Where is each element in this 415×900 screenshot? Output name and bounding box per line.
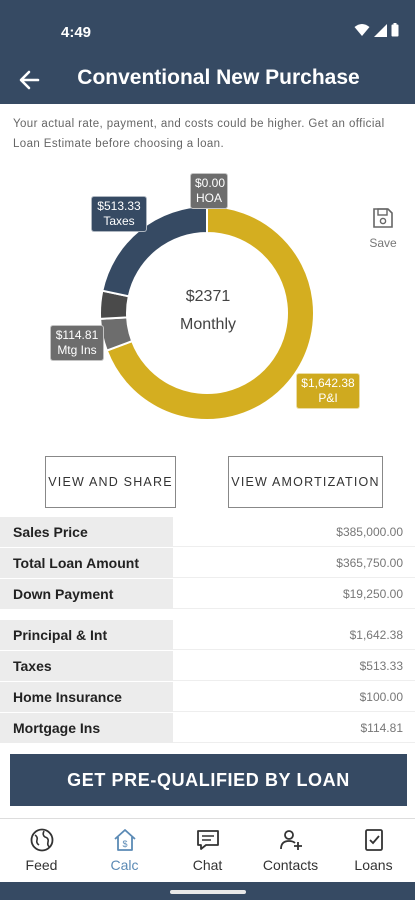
monthly-total: $2371 — [185, 288, 231, 305]
taxes-tag-value: $513.33 — [97, 199, 141, 213]
hoa-tag-name: HOA — [195, 191, 222, 205]
status-time: 4:49 — [61, 24, 92, 41]
nav-label: Contacts — [262, 857, 319, 873]
table-row: Home Insurance $100.00 — [0, 682, 415, 713]
row-value: $365,750.00 — [173, 548, 415, 578]
row-label: Home Insurance — [0, 682, 173, 712]
table-row: Sales Price $385,000.00 — [0, 517, 415, 548]
calculator-house-icon: $ — [113, 829, 136, 851]
nav-label: Chat — [192, 857, 223, 873]
get-pre-qualified-button[interactable]: GET PRE-QUALIFIED BY LOAN — [10, 754, 407, 806]
nav-item-contacts[interactable]: Contacts — [249, 819, 332, 882]
row-value: $100.00 — [173, 682, 415, 712]
row-value: $19,250.00 — [173, 579, 415, 609]
bottom-nav: Feed $ Calc Chat Contacts Loans — [0, 818, 415, 882]
mtg-ins-tag: $114.81 Mtg Ins — [50, 325, 104, 361]
row-value: $1,642.38 — [173, 620, 415, 650]
globe-icon — [30, 828, 53, 852]
save-button[interactable]: Save — [366, 207, 400, 250]
page-title: Conventional New Purchase — [77, 66, 360, 89]
hoa-tag-value: $0.00 — [195, 176, 226, 190]
view-and-share-label: VIEW AND SHARE — [48, 475, 173, 489]
view-and-share-button[interactable]: VIEW AND SHARE — [45, 456, 176, 508]
loans-icon — [364, 829, 383, 851]
cta-label: GET PRE-QUALIFIED BY LOAN — [67, 769, 350, 790]
payment-breakdown-table: Principal & Int $1,642.38 Taxes $513.33 … — [0, 620, 415, 744]
pi-tag: $1,642.38 P&I — [296, 373, 360, 409]
svg-text:$: $ — [122, 839, 127, 849]
row-value: $385,000.00 — [173, 517, 415, 547]
contacts-icon — [279, 830, 302, 850]
table-row: Principal & Int $1,642.38 — [0, 620, 415, 651]
table-row: Down Payment $19,250.00 — [0, 579, 415, 610]
row-label: Mortgage Ins — [0, 713, 173, 743]
wifi-icon — [354, 24, 370, 36]
row-label: Down Payment — [0, 579, 173, 609]
view-amortization-button[interactable]: VIEW AMORTIZATION — [228, 456, 383, 508]
hoa-tag: $0.00 HOA — [190, 173, 228, 209]
back-button[interactable] — [16, 66, 46, 94]
taxes-tag: $513.33 Taxes — [91, 196, 147, 232]
status-icons — [354, 23, 399, 37]
loan-summary-table: Sales Price $385,000.00 Total Loan Amoun… — [0, 517, 415, 610]
view-amortization-label: VIEW AMORTIZATION — [231, 475, 380, 489]
gesture-bar — [0, 882, 415, 900]
table-row: Taxes $513.33 — [0, 651, 415, 682]
row-label: Principal & Int — [0, 620, 173, 650]
nav-item-feed[interactable]: Feed — [0, 819, 83, 882]
pi-tag-name: P&I — [318, 391, 338, 405]
monthly-label: Monthly — [179, 316, 237, 333]
mtg-ins-tag-name: Mtg Ins — [57, 343, 97, 357]
row-value: $114.81 — [173, 713, 415, 743]
taxes-tag-name: Taxes — [103, 214, 135, 228]
nav-label: Loans — [354, 857, 393, 873]
row-label: Total Loan Amount — [0, 548, 173, 578]
row-label: Sales Price — [0, 517, 173, 547]
table-row: Mortgage Ins $114.81 — [0, 713, 415, 744]
app-bar: Conventional New Purchase — [0, 56, 415, 104]
table-row: Total Loan Amount $365,750.00 — [0, 548, 415, 579]
home-indicator[interactable] — [170, 890, 246, 894]
donut-slice-p-i — [105, 204, 315, 421]
row-label: Taxes — [0, 651, 173, 681]
nav-label: Calc — [110, 857, 139, 873]
signal-icon — [374, 23, 387, 37]
disclaimer-text: Your actual rate, payment, and costs cou… — [13, 118, 385, 150]
nav-item-calc[interactable]: $ Calc — [83, 819, 166, 882]
save-label: Save — [369, 236, 397, 250]
pi-tag-value: $1,642.38 — [301, 376, 355, 390]
chat-icon — [196, 830, 219, 850]
mtg-ins-tag-value: $114.81 — [55, 328, 99, 342]
nav-item-chat[interactable]: Chat — [166, 819, 249, 882]
nav-label: Feed — [25, 857, 58, 873]
row-value: $513.33 — [173, 651, 415, 681]
battery-icon — [391, 23, 399, 37]
status-bar: 4:49 — [0, 0, 415, 56]
nav-item-loans[interactable]: Loans — [332, 819, 415, 882]
save-icon — [373, 208, 393, 228]
arrow-left-icon — [19, 70, 40, 90]
